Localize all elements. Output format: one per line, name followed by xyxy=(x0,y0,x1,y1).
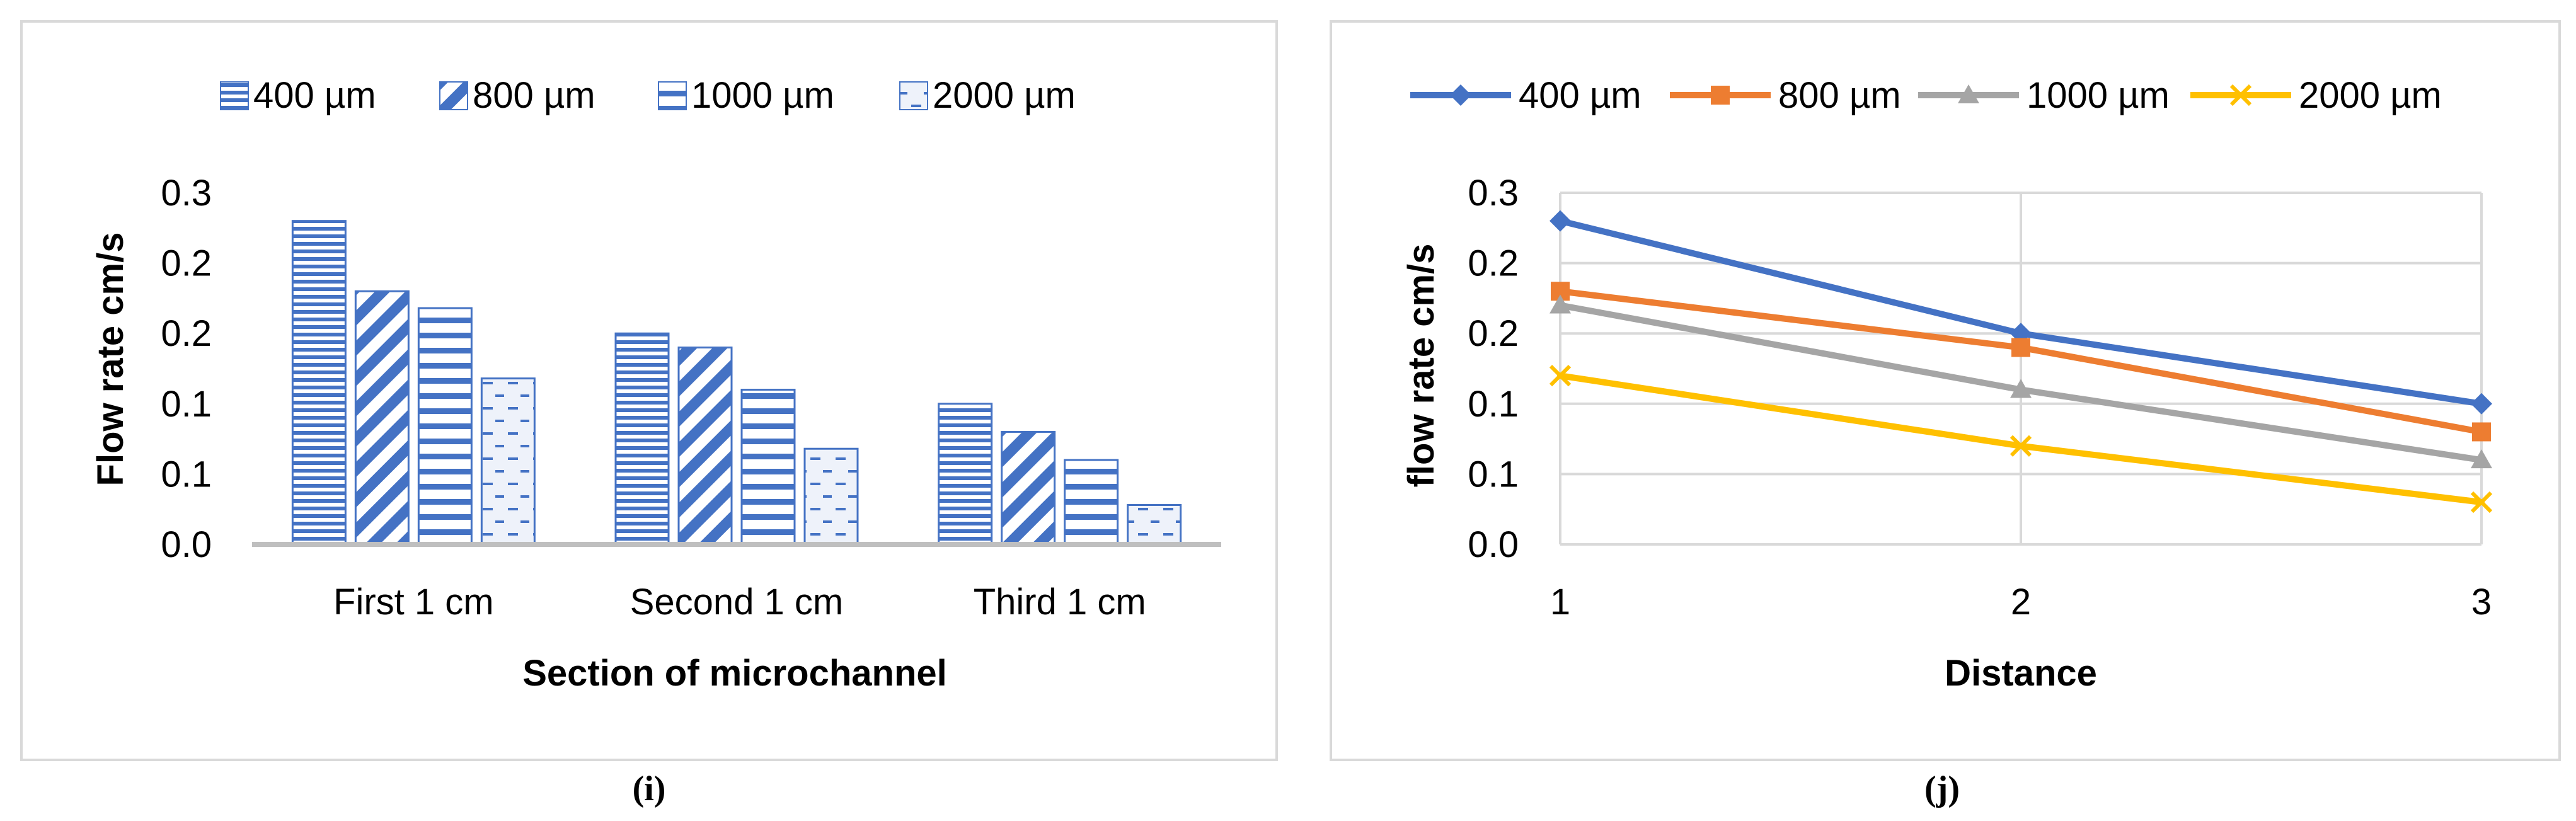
legend-label-2000-m: 2000 µm xyxy=(2299,75,2442,116)
line-chart-y-tick-label: 0.0 xyxy=(1468,524,1519,565)
line-chart-y-tick-label: 0.2 xyxy=(1468,243,1519,284)
bar-1000-m-second-1-cm xyxy=(740,388,796,546)
bar-chart-y-tick-label: 0.3 xyxy=(161,173,212,214)
bar-400-m-first-1-cm xyxy=(291,220,347,546)
line-chart-x-tick-label: 2 xyxy=(2011,582,2031,623)
bar-800-m-third-1-cm xyxy=(1001,430,1056,546)
legend-label-800-m: 800 µm xyxy=(473,75,595,116)
legend-marker-2000-m-stroke-b xyxy=(2229,84,2252,106)
bar-1000-m-first-1-cm xyxy=(417,307,473,546)
bar-chart-y-tick-label: 0.2 xyxy=(161,243,212,284)
bar-2000-m-first-1-cm xyxy=(480,377,536,546)
legend-label-400-m: 400 µm xyxy=(1519,75,1642,116)
line-chart-x-tick-label: 1 xyxy=(1550,582,1570,623)
bar-chart-x-tick-label: Second 1 cm xyxy=(630,582,844,623)
legend-label-400-m: 400 µm xyxy=(253,75,376,116)
caption-j: (j) xyxy=(1924,769,1960,808)
bar-chart-y-tick-label: 0.2 xyxy=(161,313,212,354)
bar-chart-panel: 400 µm 800 µm 1000 µm 2000 µm 0.00.10.10.20… xyxy=(20,20,1278,761)
bar-2000-m-third-1-cm xyxy=(1127,504,1182,546)
point-2000-m-x2 xyxy=(2010,435,2032,457)
line-chart-y-tick-label: 0.2 xyxy=(1468,313,1519,354)
bar-800-m-first-1-cm xyxy=(354,290,410,546)
line-chart-border xyxy=(1330,20,2561,761)
point-800-m-x2 xyxy=(2011,338,2030,357)
line-chart-gridlines xyxy=(1559,192,2483,546)
line-chart-x-ticks: 1 2 3 xyxy=(1550,582,2492,623)
legend-marker-800-m xyxy=(1711,86,1730,105)
bar-chart-x-tick-label: First 1 cm xyxy=(333,582,494,623)
line-chart-y-tick-label: 0.1 xyxy=(1468,454,1519,495)
bar-400-m-third-1-cm xyxy=(938,403,993,546)
legend-swatch-2000-m xyxy=(899,81,928,110)
point-400-m-x1 xyxy=(1550,210,1571,232)
bar-chart-legend: 400 µm 800 µm 1000 µm 2000 µm xyxy=(220,75,1076,116)
line-chart-legend: 400 µm 800 µm 1000 µm 2000 µm xyxy=(1410,75,2442,116)
line-chart-x-tick-label: 3 xyxy=(2471,582,2492,623)
legend-swatch-800-m xyxy=(439,81,468,110)
point-2000-m-x2-stroke-b xyxy=(2010,435,2032,457)
bar-chart-x-ticks: First 1 cm Second 1 cm Third 1 cm xyxy=(333,582,1146,623)
point-2000-m-x1-stroke-b xyxy=(1549,365,1572,387)
point-2000-m-x3-stroke-b xyxy=(2470,491,2493,514)
bar-chart-y-ticks: 0.0 0.1 0.1 0.2 0.2 0.3 xyxy=(161,173,212,565)
bar-chart-x-tick-label: Third 1 cm xyxy=(974,582,1146,623)
line-chart-x-axis-title: Distance xyxy=(1945,653,2097,694)
point-1000-m-x3 xyxy=(2471,449,2492,469)
legend-label-1000-m: 1000 µm xyxy=(691,75,834,116)
bar-chart-y-tick-label: 0.1 xyxy=(161,384,212,425)
legend-swatch-400-m xyxy=(220,81,249,110)
point-2000-m-x1 xyxy=(1549,365,1572,387)
point-1000-m-x2 xyxy=(2010,379,2032,398)
caption-i: (i) xyxy=(633,769,666,808)
bar-2000-m-second-1-cm xyxy=(803,447,859,546)
legend-label-800-m: 800 µm xyxy=(1778,75,1901,116)
line-chart-y-axis-title: flow rate cm/s xyxy=(1401,244,1442,488)
legend-label-2000-m: 2000 µm xyxy=(933,75,1076,116)
point-800-m-x3 xyxy=(2472,422,2491,442)
line-chart-panel: 400 µm 800 µm 1000 µm 2000 µm 0.00.10.10.20… xyxy=(1330,20,2561,761)
legend-swatch-1000-m xyxy=(658,81,687,110)
point-1000-m-x1 xyxy=(1550,294,1571,314)
bar-800-m-second-1-cm xyxy=(677,347,733,546)
legend-label-1000-m: 1000 µm xyxy=(2027,75,2170,116)
line-chart-series xyxy=(1549,210,2493,514)
line-chart-y-ticks: 0.0 0.1 0.1 0.2 0.2 0.3 xyxy=(1468,173,1519,565)
legend-marker-1000-m xyxy=(1958,84,1979,103)
bar-chart-y-axis-title: Flow rate cm/s xyxy=(90,233,131,486)
legend-marker-2000-m xyxy=(2229,84,2252,106)
bar-400-m-second-1-cm xyxy=(614,332,670,546)
legend-marker-400-m xyxy=(1450,84,1471,106)
line-chart-y-tick-label: 0.3 xyxy=(1468,173,1519,214)
bar-chart-x-axis-title: Section of microchannel xyxy=(522,653,947,694)
bar-chart-y-tick-label: 0.1 xyxy=(161,454,212,495)
bar-chart-y-tick-label: 0.0 xyxy=(161,524,212,565)
line-chart-y-tick-label: 0.1 xyxy=(1468,384,1519,425)
bar-1000-m-third-1-cm xyxy=(1064,459,1119,546)
point-400-m-x3 xyxy=(2471,393,2492,415)
point-2000-m-x3 xyxy=(2470,491,2493,514)
